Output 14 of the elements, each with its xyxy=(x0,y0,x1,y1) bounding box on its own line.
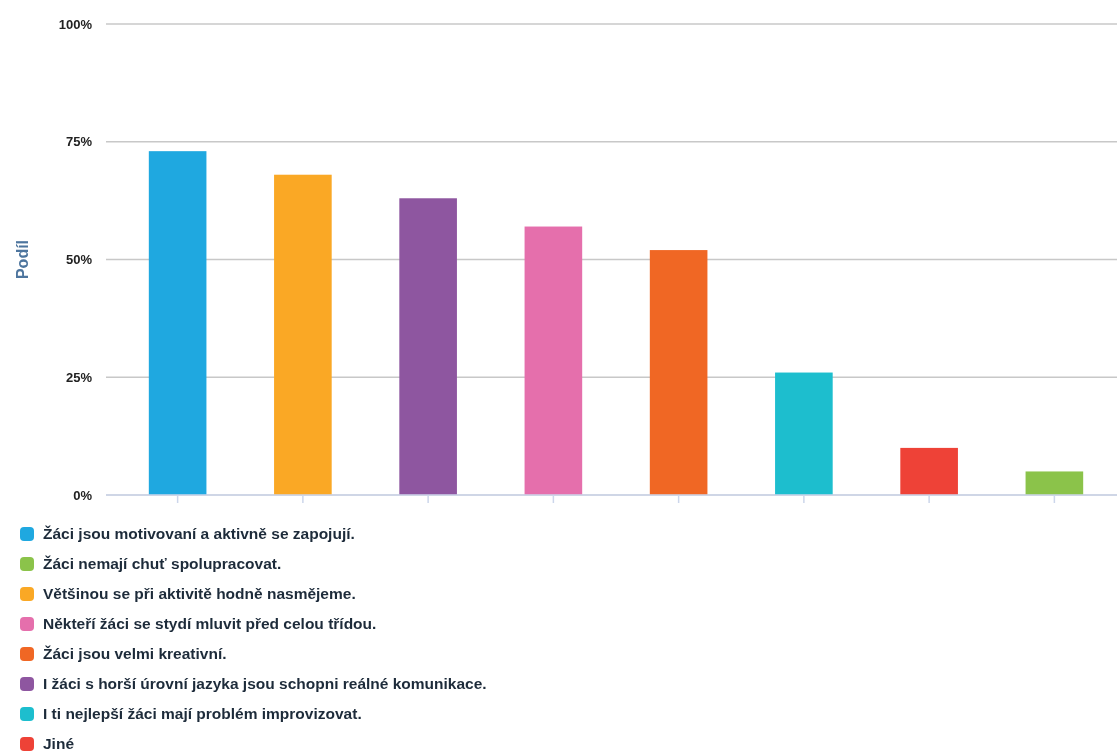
y-axis-title: Podíl xyxy=(14,239,31,280)
legend-label: Žáci nemají chuť spolupracovat. xyxy=(43,555,282,573)
y-tick-label: 50% xyxy=(65,252,93,268)
legend-label: Žáci jsou motivovaní a aktivně se zapojují. xyxy=(43,525,355,543)
legend-label: I ti nejlepší žáci mají problém improvizovat. xyxy=(43,705,362,723)
legend-label: Někteří žáci se stydí mluvit před celou třídou. xyxy=(43,615,377,633)
y-tick-label: 0% xyxy=(73,487,93,503)
y-tick-label: 25% xyxy=(65,369,93,385)
y-tick-label: 100% xyxy=(58,16,93,32)
legend-label: Jiné xyxy=(43,735,75,753)
legend-label: Žáci jsou velmi kreativní. xyxy=(43,645,227,663)
legend-label: I žáci s horší úrovní jazyka jsou schopni reálné komunikace. xyxy=(43,675,487,693)
legend-label: Většinou se při aktivitě hodně nasmějeme. xyxy=(43,585,356,603)
y-tick-label: 75% xyxy=(65,134,93,150)
